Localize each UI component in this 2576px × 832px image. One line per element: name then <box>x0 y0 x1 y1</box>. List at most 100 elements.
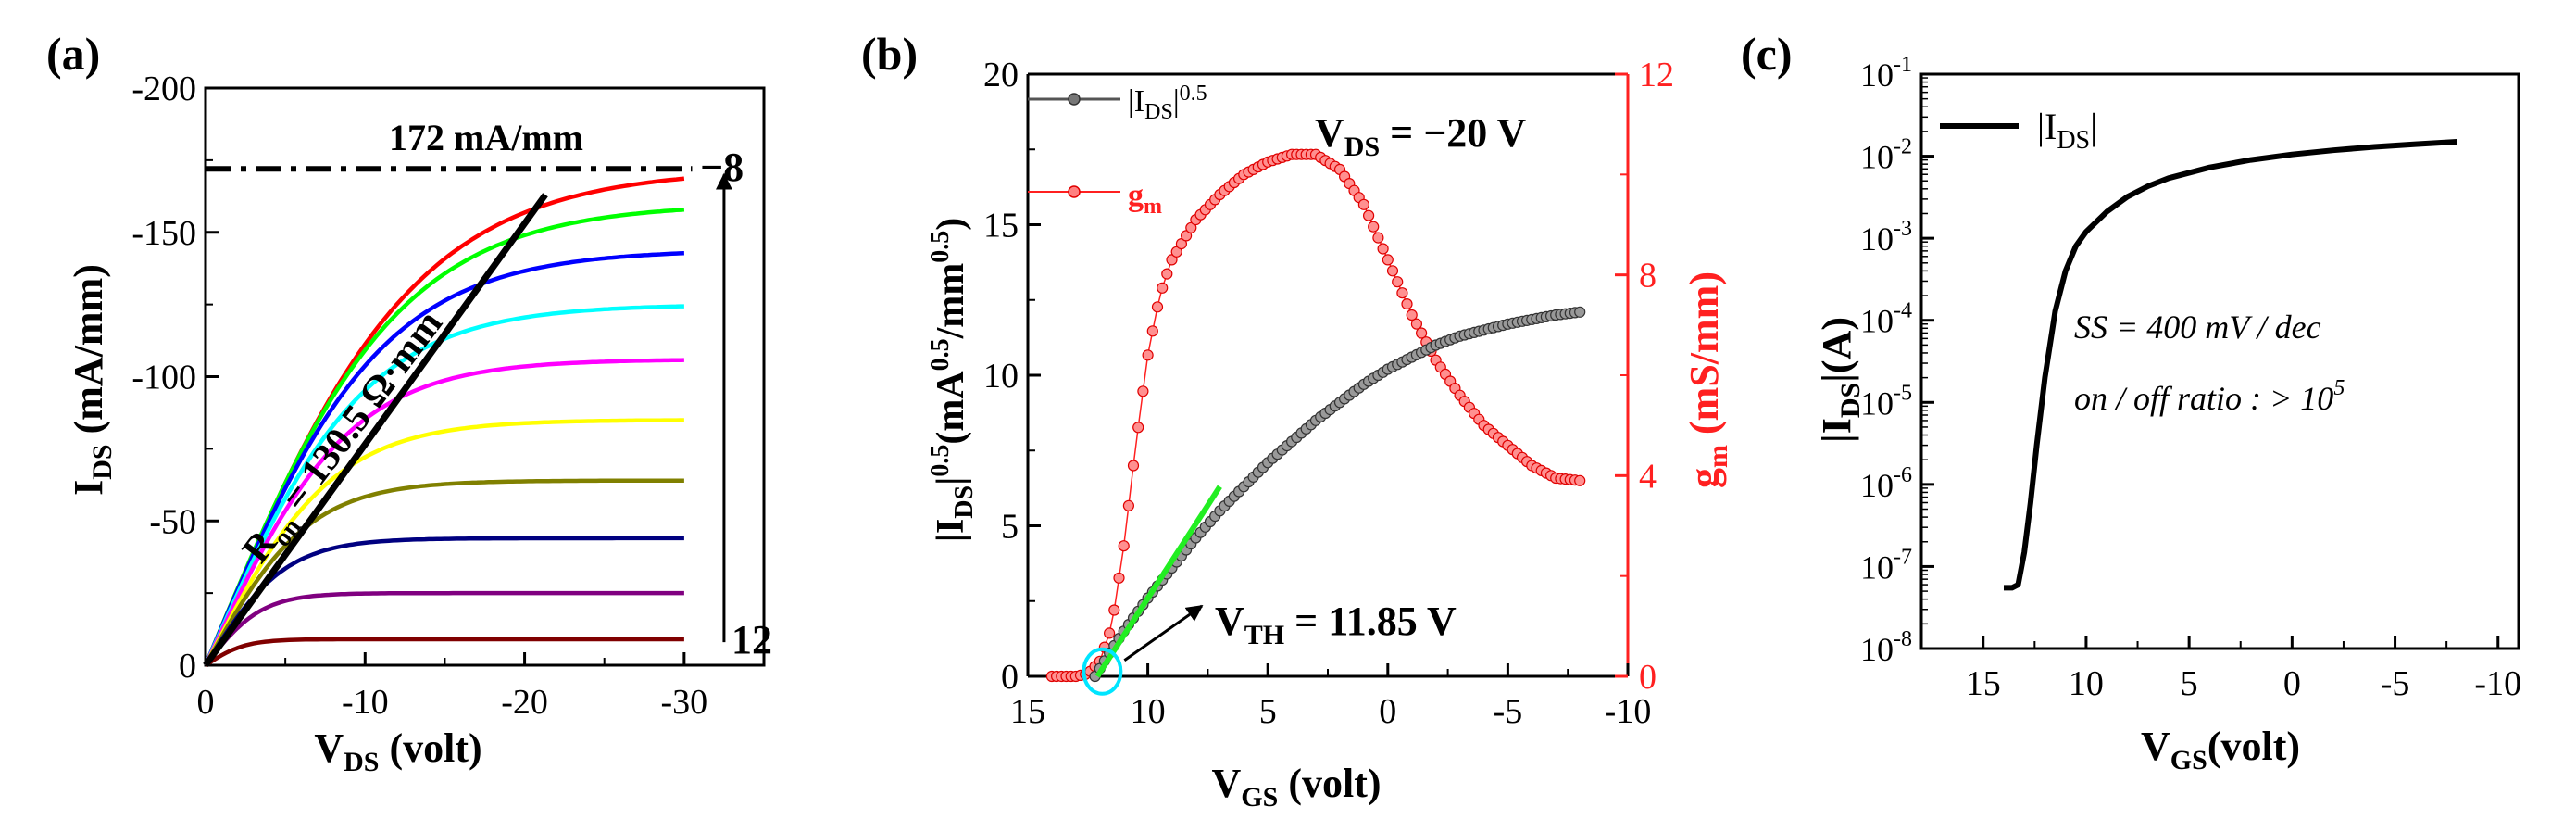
output-curve <box>204 637 684 667</box>
panel-c-ylabel: |IDS|(A) <box>1814 317 1866 443</box>
y-right-tick-label: 0 <box>1639 658 1657 697</box>
panel-a-ylabel: IDS (mA/mm) <box>66 264 118 496</box>
gm-point <box>1392 276 1404 288</box>
gm-point <box>1574 474 1586 486</box>
y-tick-label: 10-7 <box>1860 545 1912 586</box>
panel-a-label: (a) <box>46 28 100 80</box>
x-tick-label: 15 <box>1966 664 2001 703</box>
y-tick-label: 10-8 <box>1860 627 1912 668</box>
x-tick-label: 5 <box>2181 664 2198 703</box>
x-tick-label: 15 <box>1010 692 1045 731</box>
y-left-tick-label: 15 <box>983 207 1019 246</box>
output-curve <box>204 590 684 667</box>
x-tick-label: 10 <box>2069 664 2104 703</box>
panel-b-ylabel-right: gm (mS/mm) <box>1682 271 1733 488</box>
gm-point <box>1357 198 1370 210</box>
panel-b-ylabel-left: |IDS|0.5(mA0.5/mm0.5) <box>926 218 979 543</box>
panel-a-plot-area: 0 -10 -20 -30 0 -50 -100 -150 -200 <box>131 69 766 722</box>
gm-point <box>1108 604 1120 616</box>
y-tick-label: 10-4 <box>1860 299 1912 340</box>
x-tick-label: -5 <box>1494 692 1523 731</box>
ref-line-label: 172 mA/mm <box>389 117 583 158</box>
panel-c-plot-area: 15 10 5 0 -5 -10 10-8 10-7 10-6 10-5 10-4 10-3 10-2 1… <box>1860 53 2521 703</box>
gm-point <box>1118 540 1130 552</box>
gm-point <box>1146 325 1158 337</box>
vth-fit-line <box>1094 485 1222 678</box>
y-tick-label: 10-5 <box>1860 381 1912 422</box>
vds-label: VDS = −20 V <box>1315 110 1526 162</box>
arrow-top-label: −8 <box>700 145 744 190</box>
gm-point <box>1415 327 1428 339</box>
gm-point <box>1127 460 1140 472</box>
gm-point <box>1157 282 1169 294</box>
ids-sqrt-point <box>1574 306 1586 318</box>
gm-point <box>1151 301 1164 313</box>
onoff-label: on / off ratio : > 105 <box>2074 376 2345 417</box>
x-tick-label: -30 <box>661 683 708 722</box>
x-tick-label: 5 <box>1259 692 1277 731</box>
legend-label-ids-log: |IDS| <box>2037 106 2097 155</box>
y-left-tick-label: 5 <box>1001 508 1019 547</box>
x-tick-label: -10 <box>342 683 389 722</box>
gm-point <box>1137 385 1149 397</box>
y-right-tick-label: 12 <box>1639 56 1674 95</box>
vth-arrow <box>1123 604 1204 662</box>
gm-point <box>1132 422 1144 434</box>
x-tick-label: -10 <box>2474 664 2521 703</box>
x-tick-label: 10 <box>1131 692 1166 731</box>
y-tick-label: 0 <box>179 647 196 686</box>
panel-c-axes-frame <box>1919 72 2520 650</box>
x-tick-label: 0 <box>197 683 215 722</box>
output-curve <box>203 358 684 666</box>
legend-label-gm: gm <box>1128 179 1162 219</box>
y-tick-label: 10-3 <box>1860 217 1912 258</box>
y-left-tick-label: 20 <box>983 56 1019 95</box>
output-curve <box>203 208 685 666</box>
ron-fit-line <box>203 193 548 668</box>
output-curve <box>204 536 684 667</box>
x-tick-label: -5 <box>2381 664 2410 703</box>
x-tick-label: 0 <box>1379 692 1396 731</box>
panel-b-legend: |IDS|0.5 gm <box>1028 82 1207 219</box>
panel-a-axes-frame <box>204 86 766 667</box>
gm-point <box>1401 298 1413 310</box>
panel-b-xlabel: VGS (volt) <box>1212 761 1382 813</box>
x-tick-label: -20 <box>501 683 548 722</box>
gm-point <box>1377 243 1389 255</box>
gm-point <box>1161 268 1173 280</box>
panel-a-xlabel: VDS (volt) <box>314 725 481 777</box>
output-curve <box>204 478 684 667</box>
gm-point <box>1113 572 1125 584</box>
arrow-bottom-label: 12 <box>732 617 772 662</box>
vth-highlight-circle <box>1082 647 1123 696</box>
legend-marker-ids <box>1068 93 1081 106</box>
y-right-tick-label: 8 <box>1639 257 1657 296</box>
panel-c-xlabel: VGS(volt) <box>2141 724 2300 775</box>
gm-point <box>1406 309 1418 321</box>
gm-point <box>1382 254 1394 266</box>
gm-point <box>1410 318 1423 330</box>
ron-label: Ron = 130.5 Ω·mm <box>234 303 456 574</box>
y-tick-label: -100 <box>131 359 196 397</box>
x-tick-label: 0 <box>2283 664 2301 703</box>
ss-label: SS = 400 mV / dec <box>2074 309 2321 346</box>
panel-c-legend: |IDS| <box>1940 106 2097 155</box>
y-tick-label: -50 <box>149 502 196 541</box>
y-right-tick-label: 4 <box>1639 457 1657 496</box>
y-tick-label: 10-1 <box>1860 53 1912 94</box>
gm-point <box>1386 265 1399 277</box>
gm-point <box>1362 209 1375 221</box>
ids-log-series-line <box>2004 139 2457 591</box>
panel-a: (a) 0 -10 -20 -30 0 -50 -100 -150 -200 VDS (volt… <box>46 28 772 777</box>
gm-point <box>1122 499 1135 511</box>
panel-b-label: (b) <box>861 28 918 80</box>
output-curve <box>203 251 684 666</box>
legend-marker-gm <box>1068 185 1081 198</box>
legend-label-ids: |IDS|0.5 <box>1128 82 1207 124</box>
y-left-tick-label: 0 <box>1001 658 1019 697</box>
y-tick-label: 10-6 <box>1860 463 1912 504</box>
gm-point <box>1368 221 1380 233</box>
y-left-tick-label: 10 <box>983 357 1019 396</box>
